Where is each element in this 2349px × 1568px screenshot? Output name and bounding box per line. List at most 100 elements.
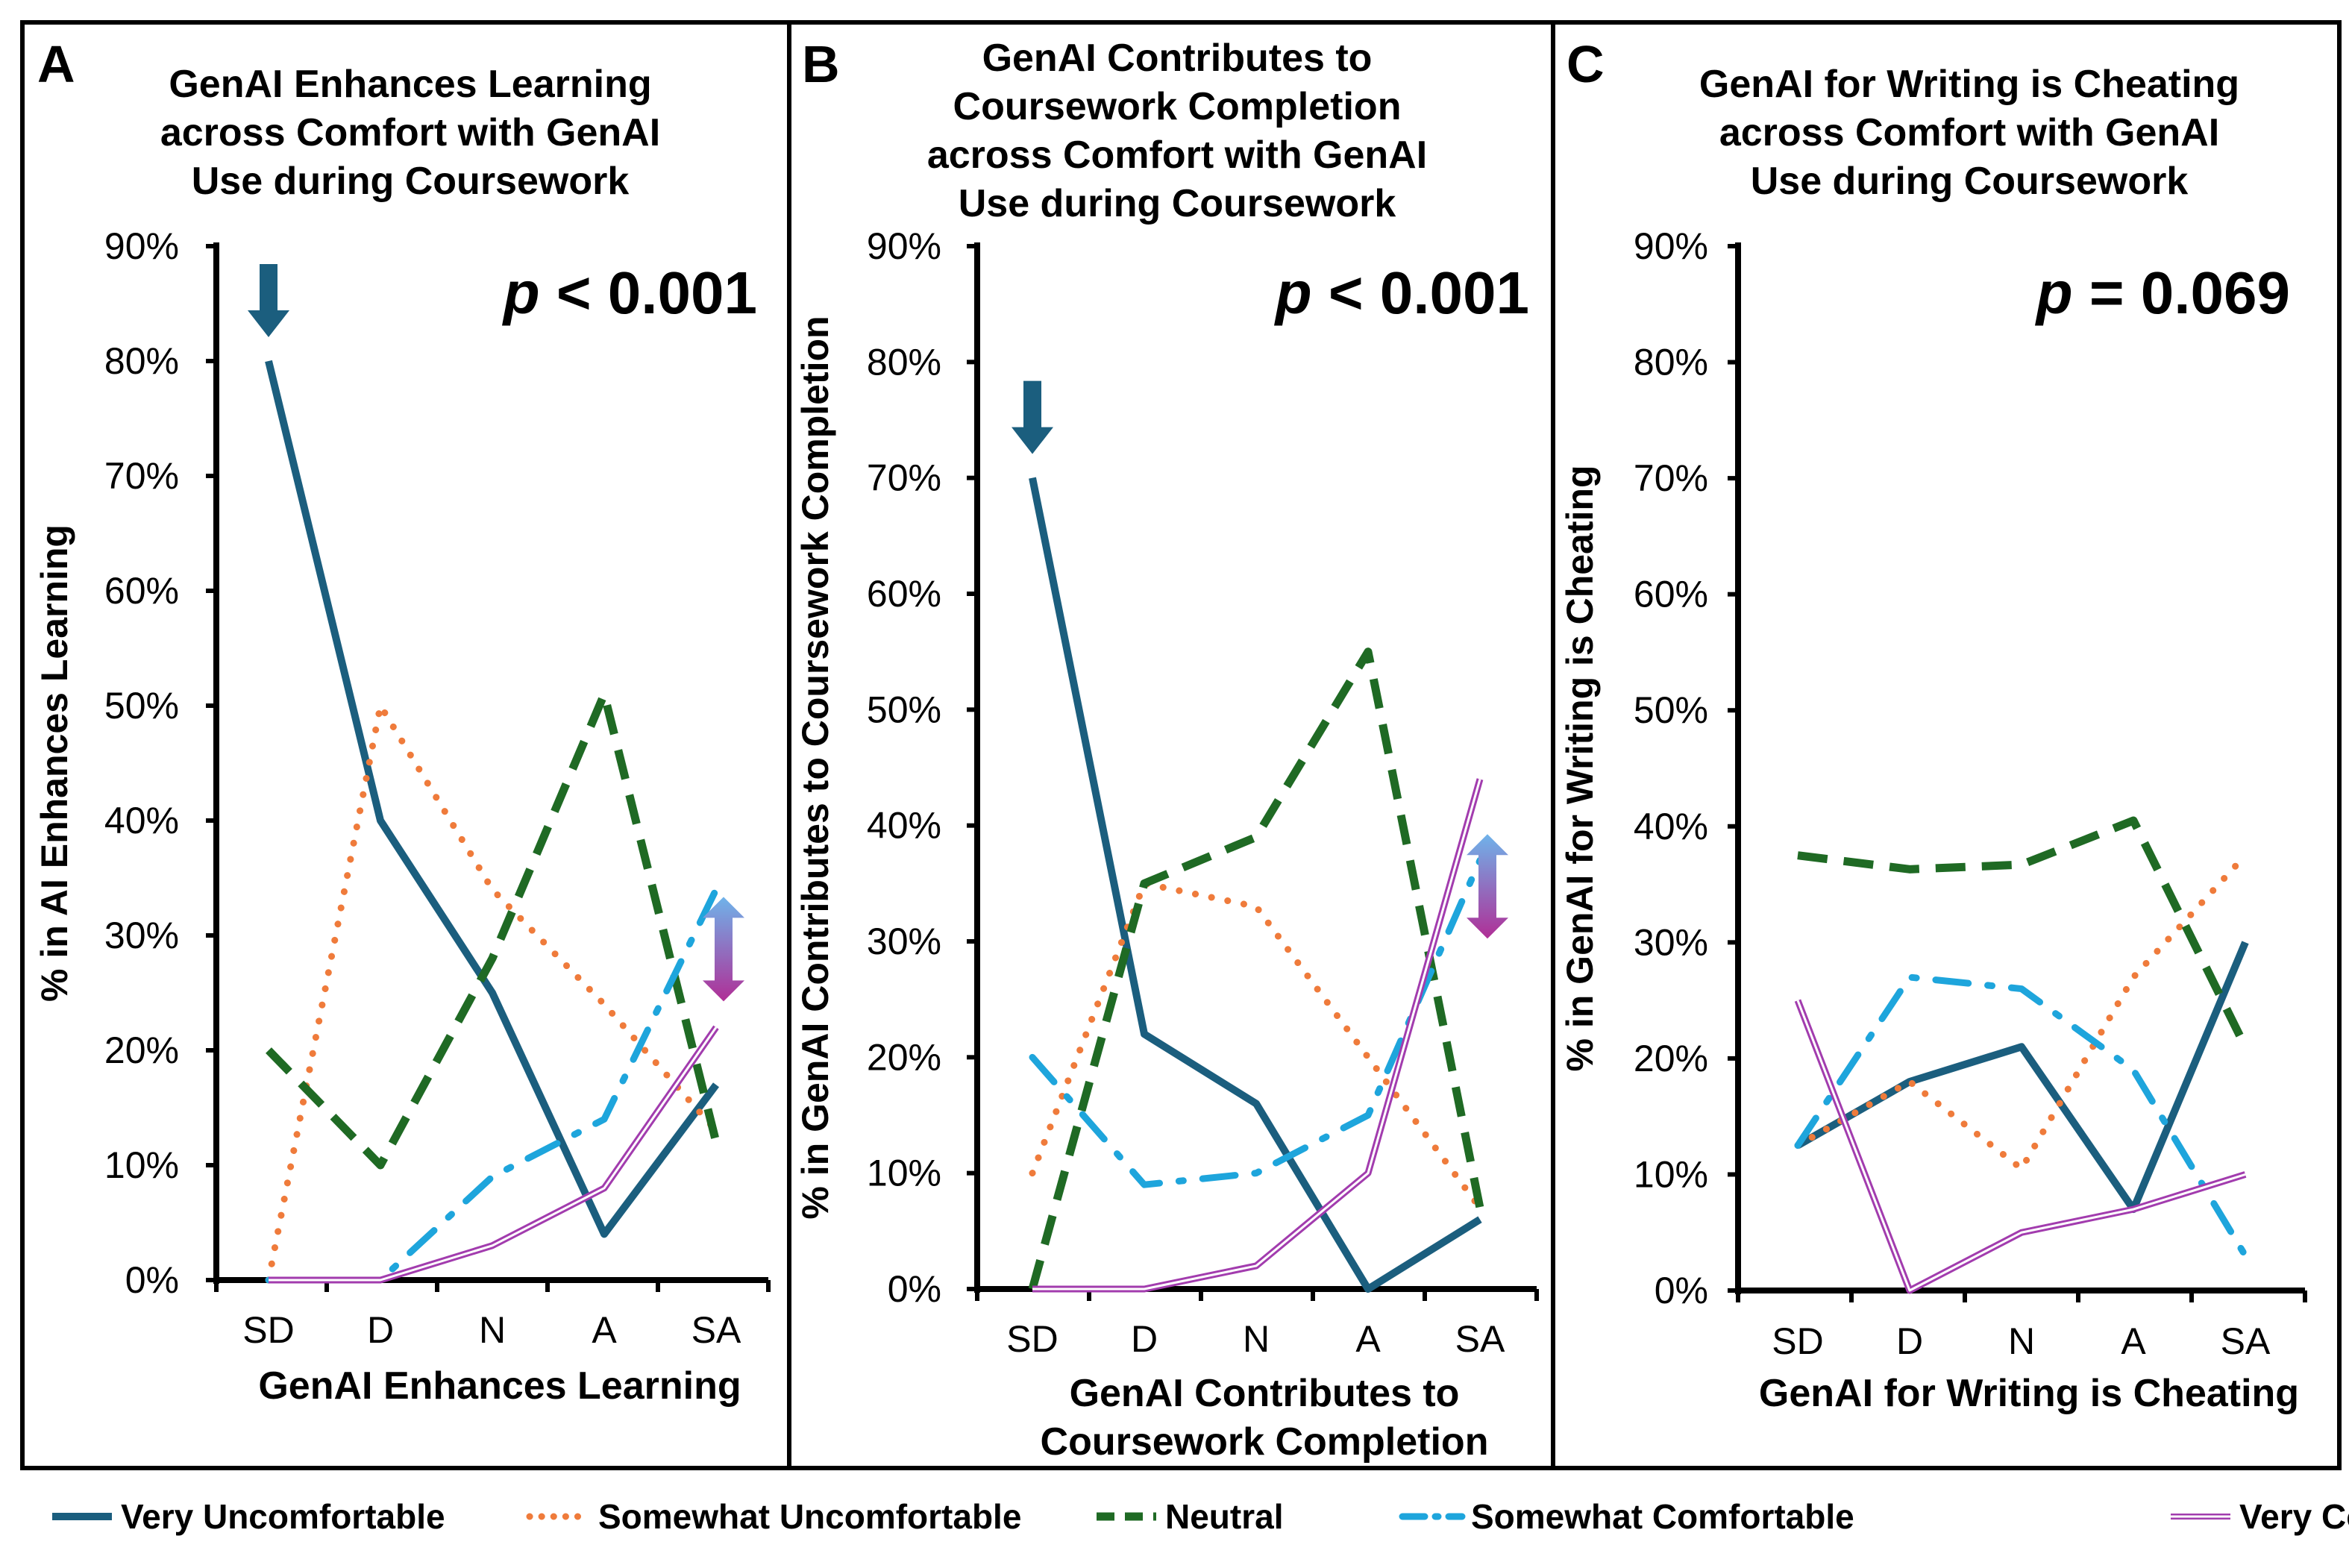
y-tick-label: 60% (867, 573, 941, 615)
x-tick-label: SD (242, 1309, 294, 1351)
x-tick-label: N (479, 1309, 506, 1351)
panel-c: C GenAI for Writing is Cheating across Com… (1551, 20, 2342, 1470)
y-tick-label: 70% (867, 457, 941, 499)
legend: Very Uncomfortable Somewhat Uncomfortable… (52, 1497, 2349, 1536)
y-axis-label: % in GenAI Contributes to Coursework Com… (794, 316, 836, 1219)
double-arrow-icon (703, 897, 744, 1002)
x-tick-label: A (2121, 1320, 2146, 1362)
x-tick-label: N (2008, 1320, 2035, 1362)
legend-item: Very Uncomfortable (52, 1497, 445, 1536)
x-tick-label: SA (1455, 1318, 1505, 1360)
y-axis-label: % in AI Enhances Learning (34, 524, 75, 1002)
p-value: p < 0.001 (502, 260, 757, 326)
y-tick-label: 0% (888, 1268, 941, 1310)
y-axis-label: % in GenAI for Writing is Cheating (1559, 465, 1601, 1072)
legend-label: Very Comfortable (2239, 1497, 2349, 1536)
x-tick-label: SD (1772, 1320, 1823, 1362)
y-tick-label: 70% (1634, 457, 1708, 499)
chart-title: Use during Coursework (192, 160, 630, 203)
y-tick-label: 40% (1634, 806, 1708, 847)
chart-title: across Comfort with GenAI (927, 134, 1427, 177)
y-tick-label: 70% (104, 455, 179, 497)
p-value: p = 0.069 (2035, 260, 2290, 326)
y-tick-label: 20% (104, 1029, 179, 1071)
series-line-somewhat-comfortable (265, 885, 720, 1284)
legend-item: Very Comfortable (2171, 1497, 2349, 1536)
legend-item: Somewhat Uncomfortable (526, 1497, 1021, 1536)
y-tick-label: 60% (1634, 574, 1708, 615)
chart-title: GenAI Contributes to (982, 37, 1373, 80)
p-value-text: = 0.069 (2073, 260, 2290, 326)
y-tick-label: 20% (867, 1036, 941, 1078)
y-tick-label: 30% (867, 921, 941, 962)
legend-item: Neutral (1097, 1497, 1283, 1536)
panel-border (1551, 20, 2342, 1470)
y-tick-label: 10% (104, 1144, 179, 1186)
x-axis-label: GenAI Enhances Learning (258, 1364, 741, 1408)
panel-letter: A (37, 35, 75, 93)
x-tick-label: D (1131, 1318, 1158, 1360)
chart-title: Coursework Completion (953, 85, 1402, 128)
chart-title: across Comfort with GenAI (1719, 111, 2219, 154)
legend-label: Somewhat Uncomfortable (598, 1497, 1021, 1536)
series-line-somewhat-uncomfortable (1029, 879, 1484, 1211)
p-symbol: p (2035, 260, 2073, 326)
p-symbol: p (1274, 260, 1312, 326)
x-tick-label: A (592, 1309, 617, 1351)
series-line-neutral (1797, 816, 2249, 1049)
p-value-text: < 0.001 (540, 260, 757, 326)
series-line-inner (1032, 779, 1481, 1291)
y-tick-label: 10% (1634, 1153, 1708, 1195)
series-line-very-uncomfortable (265, 360, 720, 1238)
y-tick-label: 80% (104, 340, 179, 382)
x-tick-label: SA (691, 1309, 741, 1351)
double-arrow-icon (1467, 834, 1508, 939)
series-line-very-comfortable (269, 1025, 719, 1284)
x-axis-label: GenAI Contributes to (1070, 1372, 1460, 1415)
y-tick-label: 90% (104, 225, 179, 267)
y-tick-label: 90% (867, 225, 941, 267)
y-tick-label: 50% (1634, 689, 1708, 731)
x-axis-label: Coursework Completion (1041, 1420, 1489, 1464)
p-value-text: < 0.001 (1312, 260, 1529, 326)
y-tick-label: 50% (867, 689, 941, 730)
x-tick-label: SA (2221, 1320, 2271, 1362)
x-tick-label: D (367, 1309, 394, 1351)
legend-label: Very Uncomfortable (121, 1497, 445, 1536)
y-tick-label: 30% (104, 915, 179, 956)
y-tick-label: 80% (1634, 342, 1708, 383)
y-tick-label: 10% (867, 1153, 941, 1194)
y-tick-label: 30% (1634, 921, 1708, 963)
chart-title: GenAI Enhances Learning (169, 63, 651, 106)
x-tick-label: N (1243, 1318, 1270, 1360)
series-line-somewhat-comfortable (1794, 973, 2249, 1259)
y-tick-label: 20% (1634, 1038, 1708, 1079)
series-line-neutral (1028, 647, 1484, 1291)
chart-title: across Comfort with GenAI (160, 111, 660, 154)
y-tick-label: 50% (104, 685, 179, 727)
panel-a: A GenAI Enhances Learning across Comfort w… (20, 20, 791, 1470)
down-arrow-icon (1012, 380, 1053, 454)
series-line-very-comfortable (1032, 778, 1484, 1293)
panel-letter: B (802, 35, 840, 93)
y-tick-label: 0% (125, 1259, 179, 1301)
y-tick-label: 40% (104, 800, 179, 841)
y-tick-label: 90% (1634, 225, 1708, 267)
panel-letter: C (1566, 35, 1605, 93)
y-tick-label: 80% (867, 341, 941, 383)
x-tick-label: SD (1006, 1318, 1058, 1360)
y-tick-label: 0% (1655, 1270, 1708, 1311)
down-arrow-icon (248, 264, 289, 337)
p-symbol: p (502, 260, 540, 326)
panel-b: B GenAI Contributes to Coursework Completi… (787, 20, 1555, 1470)
y-tick-label: 40% (867, 805, 941, 847)
legend-label: Somewhat Comfortable (1471, 1497, 1854, 1536)
legend-item: Somewhat Comfortable (1399, 1497, 1854, 1536)
x-axis-label: GenAI for Writing is Cheating (1759, 1372, 2299, 1415)
series-line-neutral (266, 690, 721, 1170)
chart-title: Use during Coursework (1751, 160, 2189, 203)
chart-title: Use during Coursework (959, 182, 1396, 225)
p-value: p < 0.001 (1274, 260, 1529, 326)
y-tick-label: 60% (104, 570, 179, 612)
